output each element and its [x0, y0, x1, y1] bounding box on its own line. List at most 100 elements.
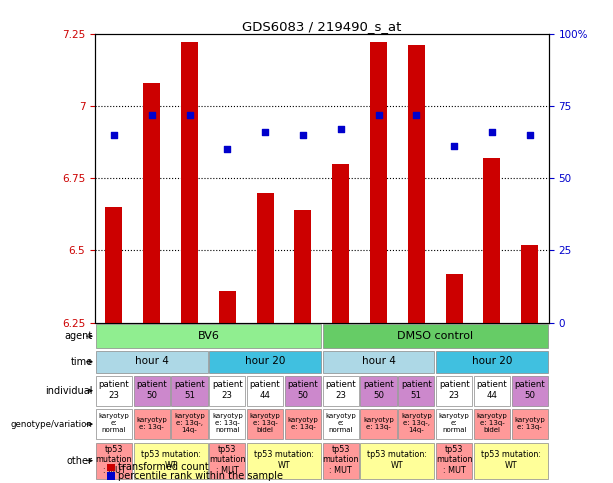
Bar: [360, 409, 397, 439]
Point: [185, 111, 194, 118]
Bar: [398, 376, 435, 406]
Bar: [134, 443, 208, 479]
Text: agent: agent: [64, 331, 93, 341]
Bar: [512, 376, 548, 406]
Bar: [436, 351, 548, 373]
Point: [449, 142, 459, 150]
Point: [525, 131, 535, 139]
Text: time: time: [70, 357, 93, 367]
Bar: [209, 443, 245, 479]
Bar: [105, 207, 123, 323]
Bar: [143, 83, 160, 323]
Text: patient
50: patient 50: [363, 380, 394, 400]
Point: [487, 128, 497, 136]
Point: [109, 131, 119, 139]
Text: patient
50: patient 50: [287, 380, 318, 400]
Bar: [474, 376, 510, 406]
Text: patient
44: patient 44: [476, 380, 508, 400]
Text: patient
23: patient 23: [212, 380, 243, 400]
Text: karyotyp
e:
normal: karyotyp e: normal: [439, 413, 470, 433]
Text: tp53
mutation
: MUT: tp53 mutation : MUT: [96, 445, 132, 475]
Text: karyotyp
e:
normal: karyotyp e: normal: [99, 413, 129, 433]
Bar: [370, 43, 387, 323]
Bar: [219, 291, 236, 323]
Bar: [134, 376, 170, 406]
Text: tp53 mutation:
WT: tp53 mutation: WT: [481, 450, 541, 469]
Bar: [436, 376, 472, 406]
Point: [336, 125, 346, 133]
Bar: [474, 409, 510, 439]
Text: tp53 mutation:
WT: tp53 mutation: WT: [254, 450, 314, 469]
Text: karyotyp
e: 13q-,
14q-: karyotyp e: 13q-, 14q-: [401, 413, 432, 433]
Bar: [322, 443, 359, 479]
Text: percentile rank within the sample: percentile rank within the sample: [118, 471, 283, 481]
Bar: [408, 45, 425, 323]
Text: hour 4: hour 4: [135, 356, 169, 366]
Bar: [398, 409, 435, 439]
Title: GDS6083 / 219490_s_at: GDS6083 / 219490_s_at: [242, 20, 402, 33]
Text: hour 20: hour 20: [472, 356, 512, 366]
Text: other: other: [67, 455, 93, 466]
Text: karyotyp
e: 13q-: karyotyp e: 13q-: [136, 417, 167, 430]
Bar: [285, 409, 321, 439]
Bar: [209, 409, 245, 439]
Bar: [96, 409, 132, 439]
Text: karyotyp
e: 13q-: karyotyp e: 13q-: [287, 417, 318, 430]
Bar: [332, 164, 349, 323]
Point: [411, 111, 421, 118]
Bar: [360, 376, 397, 406]
Bar: [446, 273, 463, 323]
Bar: [247, 443, 321, 479]
Bar: [172, 409, 208, 439]
Text: karyotyp
e: 13q-
bidel: karyotyp e: 13q- bidel: [476, 413, 508, 433]
Text: patient
51: patient 51: [174, 380, 205, 400]
Text: karyotyp
e:
normal: karyotyp e: normal: [326, 413, 356, 433]
Bar: [360, 443, 435, 479]
Bar: [474, 443, 548, 479]
Text: patient
50: patient 50: [136, 380, 167, 400]
Text: karyotyp
e: 13q-
normal: karyotyp e: 13q- normal: [212, 413, 243, 433]
Text: genotype/variation: genotype/variation: [11, 420, 93, 428]
Bar: [257, 193, 273, 323]
Text: transformed count: transformed count: [118, 462, 208, 472]
Bar: [521, 245, 538, 323]
Text: karyotyp
e: 13q-: karyotyp e: 13q-: [363, 417, 394, 430]
Bar: [322, 324, 548, 348]
Bar: [484, 158, 500, 323]
Bar: [172, 376, 208, 406]
Bar: [247, 409, 283, 439]
Bar: [436, 443, 472, 479]
Text: tp53 mutation:
WT: tp53 mutation: WT: [367, 450, 427, 469]
Text: tp53
mutation
: MUT: tp53 mutation : MUT: [436, 445, 473, 475]
Text: patient
23: patient 23: [99, 380, 129, 400]
Bar: [322, 376, 359, 406]
Bar: [96, 351, 208, 373]
Point: [223, 145, 232, 153]
Text: hour 4: hour 4: [362, 356, 395, 366]
Text: patient
50: patient 50: [514, 380, 545, 400]
Text: hour 20: hour 20: [245, 356, 285, 366]
Bar: [181, 43, 198, 323]
Point: [373, 111, 384, 118]
Bar: [134, 409, 170, 439]
Text: tp53
mutation
: MUT: tp53 mutation : MUT: [322, 445, 359, 475]
Text: patient
23: patient 23: [439, 380, 470, 400]
Bar: [209, 376, 245, 406]
Bar: [96, 324, 321, 348]
Point: [147, 111, 156, 118]
Text: patient
23: patient 23: [326, 380, 356, 400]
Text: DMSO control: DMSO control: [397, 331, 473, 341]
Point: [298, 131, 308, 139]
Text: tp53 mutation:
WT: tp53 mutation: WT: [140, 450, 200, 469]
Bar: [322, 351, 435, 373]
Bar: [96, 443, 132, 479]
Bar: [247, 376, 283, 406]
Text: karyotyp
e: 13q-
bidel: karyotyp e: 13q- bidel: [249, 413, 281, 433]
Bar: [436, 409, 472, 439]
Bar: [512, 409, 548, 439]
Bar: [285, 376, 321, 406]
Text: karyotyp
e: 13q-,
14q-: karyotyp e: 13q-, 14q-: [174, 413, 205, 433]
Bar: [322, 409, 359, 439]
Text: individual: individual: [45, 386, 93, 396]
Text: patient
44: patient 44: [249, 380, 281, 400]
